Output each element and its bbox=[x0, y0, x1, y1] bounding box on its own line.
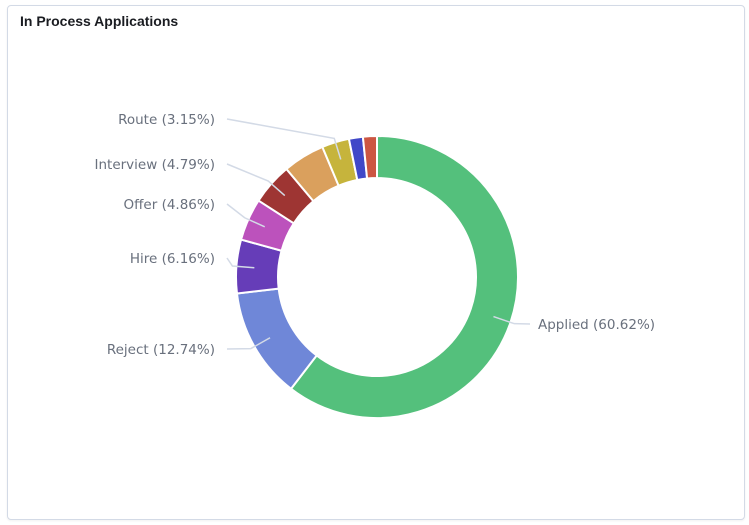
leader-line-reject bbox=[226, 337, 271, 350]
leader-line-applied bbox=[493, 315, 531, 325]
label-applied: Applied (60.62%) bbox=[538, 317, 655, 333]
leader-line-interview bbox=[226, 163, 286, 197]
label-reject: Reject (12.74%) bbox=[107, 342, 215, 358]
label-offer: Offer (4.86%) bbox=[124, 197, 216, 213]
label-route: Route (3.15%) bbox=[118, 112, 215, 128]
leader-line-offer bbox=[226, 203, 266, 228]
panel-title: In Process Applications bbox=[20, 13, 179, 29]
slice-unlabeled-8[interactable] bbox=[361, 134, 378, 180]
label-hire: Hire (6.16%) bbox=[130, 251, 215, 267]
slice-applied[interactable] bbox=[289, 134, 519, 419]
chart-panel: In Process Applications bbox=[7, 5, 745, 520]
label-leader-lines bbox=[226, 118, 531, 350]
slice-labels: Applied (60.62%) Reject (12.74%) Hire (6.1… bbox=[95, 112, 656, 358]
donut-slices bbox=[235, 134, 519, 419]
leader-line-hire bbox=[226, 257, 255, 269]
leader-line-route bbox=[226, 118, 342, 160]
label-interview: Interview (4.79%) bbox=[95, 157, 216, 173]
